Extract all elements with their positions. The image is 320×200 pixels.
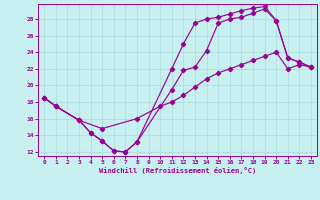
X-axis label: Windchill (Refroidissement éolien,°C): Windchill (Refroidissement éolien,°C) (99, 167, 256, 174)
